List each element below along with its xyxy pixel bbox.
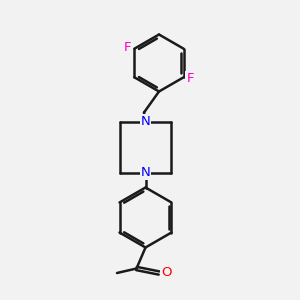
Text: N: N: [141, 166, 150, 179]
Text: N: N: [141, 115, 150, 128]
Text: O: O: [161, 266, 172, 280]
Text: F: F: [187, 72, 194, 85]
Text: F: F: [124, 41, 131, 54]
